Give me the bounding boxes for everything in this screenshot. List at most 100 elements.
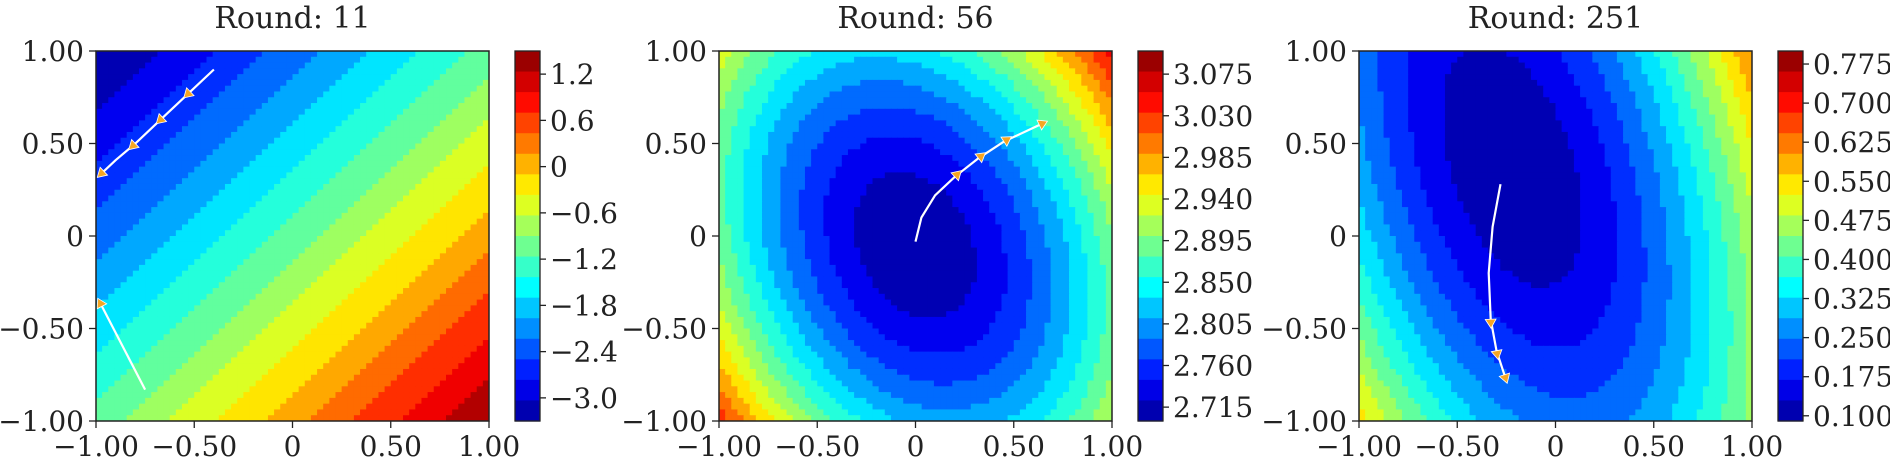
contour-cell xyxy=(231,340,238,347)
contour-cell xyxy=(218,288,226,295)
contour-cell xyxy=(823,85,831,93)
contour-cell xyxy=(243,143,251,150)
contour-cell xyxy=(452,166,459,174)
contour-cell xyxy=(872,114,880,121)
contour-cell xyxy=(976,91,984,98)
contour-cell xyxy=(163,316,171,324)
contour-cell xyxy=(347,224,355,231)
contour-cell xyxy=(409,126,416,133)
contour-cell xyxy=(151,386,159,393)
contour-cell xyxy=(1081,91,1089,98)
contour-cell xyxy=(317,201,324,208)
contour-cell xyxy=(310,114,318,121)
contour-cell xyxy=(194,201,201,208)
contour-cell xyxy=(983,62,990,69)
contour-cell xyxy=(390,316,398,324)
contour-cell xyxy=(200,253,208,260)
contour-cell xyxy=(114,68,122,75)
contour-cell xyxy=(366,51,373,58)
contour-cell xyxy=(378,334,386,341)
contour-cell xyxy=(433,103,441,110)
contour-cell xyxy=(323,166,330,174)
contour-cell xyxy=(188,368,195,376)
contour-cell xyxy=(237,68,244,75)
contour-cell xyxy=(390,311,398,318)
contour-cell xyxy=(114,288,122,295)
contour-cell xyxy=(145,51,152,58)
contour-cell xyxy=(249,363,257,370)
contour-cell xyxy=(464,103,472,110)
contour-cell xyxy=(206,149,214,156)
contour-cell xyxy=(169,85,177,93)
contour-cell xyxy=(132,380,140,387)
contour-cell xyxy=(102,340,109,347)
contour-cell xyxy=(452,183,459,191)
contour-cell xyxy=(989,62,996,69)
contour-cell xyxy=(415,403,423,411)
contour-cell xyxy=(476,351,484,359)
contour-cell xyxy=(138,351,146,359)
contour-cell xyxy=(231,120,238,127)
contour-cell xyxy=(108,316,116,324)
contour-cell xyxy=(120,293,128,301)
contour-cell xyxy=(872,97,880,104)
contour-cell xyxy=(169,97,177,104)
contour-cell xyxy=(243,357,251,364)
contour-cell xyxy=(976,97,984,104)
contour-cell xyxy=(194,183,201,191)
contour-cell xyxy=(353,85,361,93)
contour-cell xyxy=(274,363,281,370)
contour-cell xyxy=(755,79,763,87)
contour-cell xyxy=(224,241,232,249)
contour-cell xyxy=(452,172,459,179)
contour-cell xyxy=(390,149,398,156)
contour-cell xyxy=(1050,68,1058,75)
contour-cell xyxy=(329,108,337,116)
contour-cell xyxy=(372,340,380,347)
contour-cell xyxy=(298,288,306,295)
colorbar-band xyxy=(515,236,540,258)
contour-cell xyxy=(120,340,128,347)
contour-cell xyxy=(163,126,171,133)
contour-cell xyxy=(169,374,177,382)
contour-cell xyxy=(421,68,429,75)
contour-cell xyxy=(188,149,195,156)
contour-cell xyxy=(292,322,300,330)
contour-cell xyxy=(470,178,478,185)
contour-cell xyxy=(304,316,312,324)
contour-cell xyxy=(446,126,453,133)
contour-cell xyxy=(188,340,195,347)
contour-cell xyxy=(341,195,349,202)
contour-cell xyxy=(212,299,220,306)
contour-cell xyxy=(1075,97,1082,104)
contour-cell xyxy=(470,62,478,69)
contour-cell xyxy=(903,120,910,127)
contour-cell xyxy=(396,409,404,416)
contour-cell xyxy=(120,51,128,58)
contour-cell xyxy=(145,276,152,283)
contour-cell xyxy=(835,91,843,98)
contour-cell xyxy=(96,259,103,266)
contour-cell xyxy=(304,380,312,387)
contour-cell xyxy=(366,282,373,289)
contour-cell xyxy=(482,212,489,220)
contour-cell xyxy=(255,74,263,81)
contour-cell xyxy=(188,218,195,226)
contour-cell xyxy=(298,368,306,376)
contour-cell xyxy=(396,259,404,266)
contour-cell xyxy=(323,403,330,411)
contour-cell xyxy=(120,201,128,208)
contour-cell xyxy=(792,68,800,75)
contour-cell xyxy=(761,114,769,121)
contour-cell xyxy=(433,120,441,127)
contour-cell xyxy=(940,74,947,81)
contour-cell xyxy=(181,351,189,359)
contour-cell xyxy=(731,79,739,87)
contour-cell xyxy=(335,149,343,156)
contour-cell xyxy=(267,51,275,58)
contour-cell xyxy=(347,51,355,58)
contour-cell xyxy=(157,56,165,64)
contour-cell xyxy=(145,259,152,266)
contour-cell xyxy=(884,62,892,69)
contour-cell xyxy=(335,97,343,104)
